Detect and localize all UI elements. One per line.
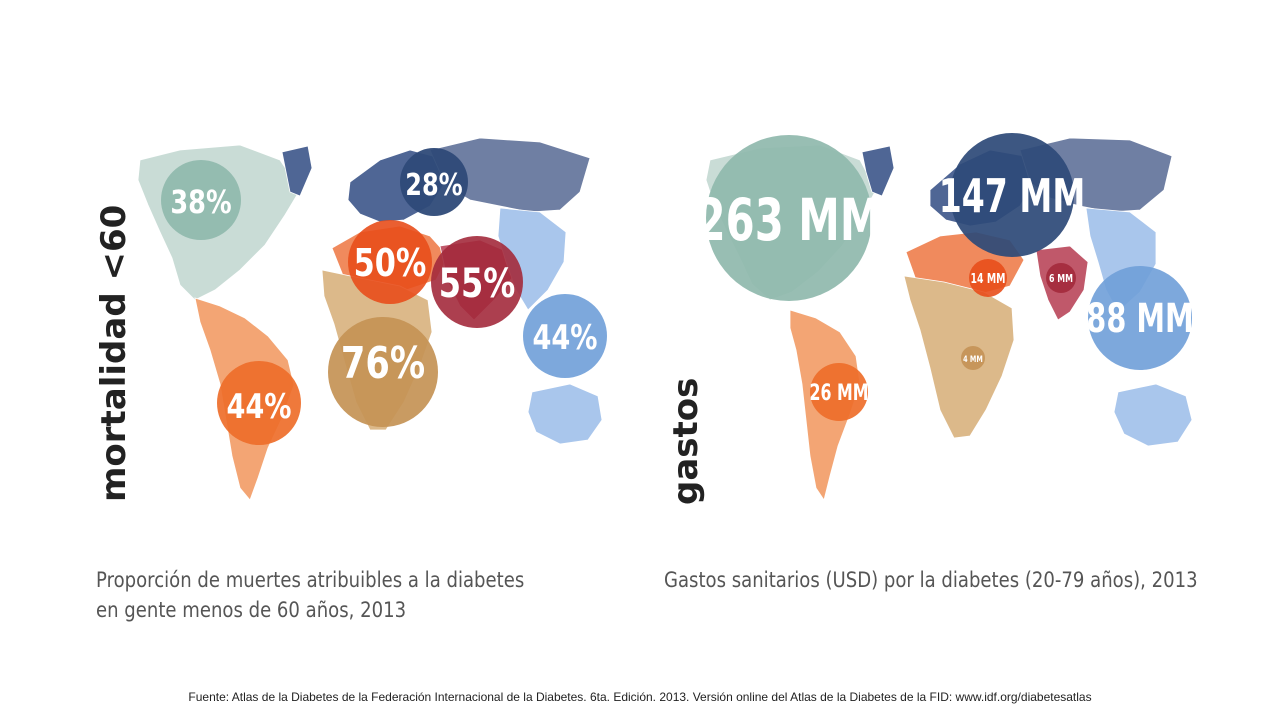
bubble-western-pacific-circle [523,294,607,378]
bubble-middle-east: 14 MM [969,259,1007,297]
bubble-north-america-label: 263 MM [697,186,882,254]
mortality-caption-line2: en gente menos de 60 años, 2013 [96,598,407,622]
bubble-south-america-label: 44% [226,387,291,427]
bubble-middle-east: 50% [348,220,432,304]
bubble-middle-east-label: 14 MM [971,270,1006,286]
bubble-europe-circle [950,133,1074,257]
land-africa [903,275,1015,439]
bubble-europe: 147 MM [939,133,1086,257]
expenditure-bubbles: 263 MM 147 MM 88 MM 26 MM 14 MM 6 MM [697,133,1194,421]
bubble-middle-east-label: 50% [354,242,427,286]
bubble-south-america-label: 26 MM [809,379,868,405]
mortality-caption: Proporción de muertes atribuibles a la d… [96,565,524,625]
bubble-south-america: 26 MM [809,363,869,421]
bubble-south-america: 44% [217,361,301,445]
expenditure-caption-line1: Gastos sanitarios (USD) por la diabetes … [664,568,1198,592]
bubble-western-pacific: 88 MM [1086,266,1194,370]
land-greenland [281,145,313,197]
bubble-south-america-circle [217,361,301,445]
mortality-world-map: 38% 28% 76% 50% 55% 44% [137,137,607,501]
bubble-africa-circle [328,317,438,427]
bubble-north-america-circle [706,135,872,301]
mortality-panel: mortalidad <60 38% 28% 76 [0,0,640,680]
bubble-south-east-asia: 55% [431,236,523,328]
bubble-middle-east-circle [969,259,1007,297]
bubble-europe-label: 28% [405,168,462,202]
bubble-africa-circle [961,346,985,370]
bubble-south-east-asia-circle [431,236,523,328]
bubble-africa: 4 MM [961,346,985,370]
mortality-bubbles: 38% 28% 76% 50% 55% 44% [161,148,607,445]
expenditure-world-map: 263 MM 147 MM 88 MM 26 MM 14 MM 6 MM [697,133,1194,501]
bubble-middle-east-circle [348,220,432,304]
bubble-europe-circle [400,148,468,216]
bubble-south-east-asia-circle [1046,263,1076,293]
bubble-north-america-label: 38% [170,183,231,221]
bubble-western-pacific-label: 88 MM [1086,296,1193,342]
mortality-caption-line1: Proporción de muertes atribuibles a la d… [96,568,525,592]
bubble-south-east-asia: 6 MM [1046,263,1076,293]
bubble-south-east-asia-label: 55% [439,259,516,306]
land-greenland [861,145,895,197]
bubble-western-pacific-circle [1088,266,1192,370]
bubble-africa-label: 76% [341,338,425,389]
bubble-north-america-circle [161,160,241,240]
land-australia [1113,383,1193,447]
bubble-north-america: 38% [161,160,241,240]
bubble-south-america-circle [810,363,868,421]
bubble-africa-label: 4 MM [963,354,983,364]
expenditure-panel: gastos 263 MM 147 MM 88 M [640,0,1280,680]
expenditure-caption: Gastos sanitarios (USD) por la diabetes … [664,565,1198,595]
bubble-europe-label: 147 MM [939,171,1086,224]
bubble-europe: 28% [400,148,468,216]
source-footnote: Fuente: Atlas de la Diabetes de la Feder… [188,690,1092,704]
bubble-western-pacific-label: 44% [532,318,597,358]
land-australia [527,383,603,445]
bubble-africa: 76% [328,317,438,427]
bubble-north-america: 263 MM [697,135,882,301]
bubble-south-east-asia-label: 6 MM [1049,273,1073,286]
bubble-western-pacific: 44% [523,294,607,378]
